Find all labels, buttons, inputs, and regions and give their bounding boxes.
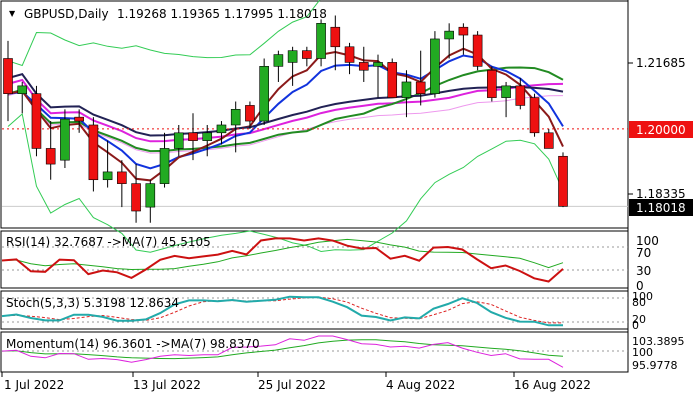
rsi-tick: 100: [636, 234, 659, 248]
bearish-candle: [543, 132, 554, 149]
momentum-ma-line: [1, 339, 564, 360]
stoch-tick: 20: [632, 313, 646, 326]
symbol-timeframe: GBPUSD,Daily: [24, 7, 109, 21]
bearish-candle: [74, 116, 84, 122]
time-label: 1 Jul 2022: [4, 378, 64, 392]
rsi-tick: 0: [636, 279, 644, 293]
stoch-main-line: [1, 295, 563, 327]
bearish-candle: [45, 148, 56, 165]
momentum-label: Momentum(14) 96.3601 ->MA(7) 98.8370: [6, 337, 260, 351]
price-tick-label: 1.18335: [636, 187, 686, 201]
stoch-label: Stoch(5,3,3) 5.3198 12.8634: [6, 296, 179, 310]
bullish-candle: [501, 85, 511, 98]
time-axis: 1 Jul 2022 13 Jul 2022 25 Jul 2022 4 Aug…: [1, 372, 591, 392]
bearish-candle: [188, 132, 198, 141]
bullish-candle: [173, 132, 184, 149]
momentum-tick: 103.3895: [632, 335, 685, 348]
bullish-candle: [202, 132, 213, 141]
momentum-tick: 95.9778: [632, 359, 678, 372]
bearish-candle: [88, 124, 99, 181]
stoch-tick: 100: [632, 290, 653, 303]
bullish-candle: [316, 23, 326, 59]
bearish-candle: [131, 183, 141, 212]
bullish-candle: [17, 85, 28, 94]
bullish-candle: [259, 66, 269, 122]
bollinger-upper-line: [7, 0, 321, 67]
stoch-signal-line: [1, 296, 563, 324]
bearish-candle: [387, 62, 398, 98]
bearish-candle: [515, 85, 526, 106]
rsi-tick: 70: [636, 246, 651, 260]
ohlc-values: 1.19268 1.19365 1.17995 1.18018: [117, 7, 327, 21]
bullish-candle: [444, 30, 454, 40]
ma-blue-line: [7, 54, 564, 170]
current-price-badge: [629, 199, 693, 216]
bearish-candle: [472, 34, 483, 67]
bearish-candle: [3, 58, 13, 94]
bullish-candle: [373, 62, 383, 67]
bullish-candle: [159, 148, 170, 184]
ma-green-line: [7, 66, 564, 153]
bearish-candle: [415, 81, 426, 94]
bearish-candle: [344, 46, 355, 63]
stoch-tick: 80: [632, 296, 646, 309]
time-label: 25 Jul 2022: [258, 378, 326, 392]
bearish-candle: [302, 50, 312, 59]
bullish-candle: [287, 50, 298, 63]
current-price-label: 1.18018: [636, 201, 686, 215]
bullish-candle: [401, 81, 412, 98]
bearish-candle: [558, 155, 568, 207]
momentum-line: [1, 335, 564, 368]
bearish-candle: [117, 171, 127, 184]
rsi-label: RSI(14) 32.7687 ->MA(7) 45.5105: [6, 235, 211, 249]
candlestick-series: [3, 15, 568, 223]
ma-brown-line: [7, 47, 564, 182]
rsi-tick: 30: [636, 264, 651, 278]
bullish-candle: [230, 109, 241, 126]
bearish-candle: [31, 93, 42, 149]
ma-magenta-line: [7, 78, 564, 143]
bullish-candle: [430, 38, 440, 94]
bearish-candle: [330, 26, 341, 48]
time-label: 13 Jul 2022: [133, 378, 201, 392]
bearish-candle: [487, 69, 497, 98]
bullish-candle: [145, 183, 156, 208]
price-overlays: [2, 0, 628, 253]
price-tick-label: 1.21685: [636, 56, 686, 70]
momentum-tick: 100: [632, 346, 653, 359]
bullish-candle: [216, 124, 227, 134]
bearish-candle: [358, 62, 369, 71]
level-price-badge: [629, 121, 693, 138]
bearish-candle: [245, 105, 255, 122]
time-label: 4 Aug 2022: [386, 378, 455, 392]
level-price-label: 1.20000: [636, 123, 686, 137]
rsi-line: [1, 237, 564, 283]
time-label: 16 Aug 2022: [514, 378, 591, 392]
bullish-candle: [102, 171, 113, 181]
bullish-candle: [273, 54, 284, 67]
ma-navy-line: [7, 72, 564, 137]
stoch-tick: 0: [632, 319, 639, 332]
collapse-triangle-icon[interactable]: ▼: [9, 9, 16, 18]
bullish-candle: [60, 118, 70, 161]
bearish-candle: [529, 97, 540, 134]
bearish-candle: [458, 26, 469, 36]
bollinger-lower-line: [7, 113, 564, 253]
